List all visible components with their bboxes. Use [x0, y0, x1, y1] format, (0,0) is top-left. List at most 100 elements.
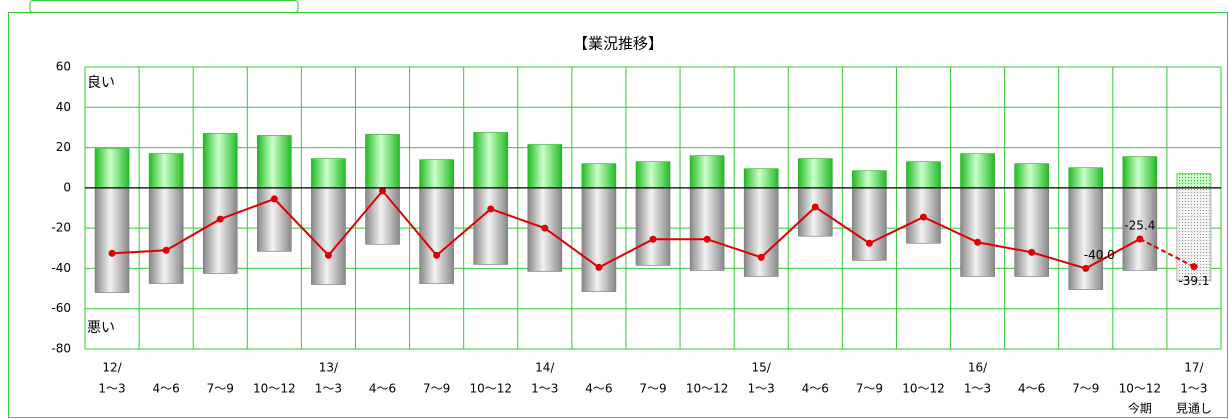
bar — [365, 187, 400, 245]
bar — [689, 187, 725, 271]
y-tick-label: -20 — [51, 221, 71, 235]
sub-label: 今期 — [1128, 401, 1152, 416]
bar — [311, 187, 346, 285]
point — [162, 246, 170, 254]
bar — [635, 187, 671, 266]
point — [270, 195, 278, 203]
value-label: -39.1 — [1178, 274, 1209, 288]
x-tick-label: 10～12 — [1119, 382, 1162, 396]
bar — [743, 187, 779, 277]
forecast-line — [1139, 238, 1195, 268]
x-tick-label: 1～3 — [964, 382, 991, 396]
tab — [29, 0, 299, 13]
point — [1190, 263, 1198, 271]
bar — [960, 153, 995, 189]
point — [1136, 235, 1144, 243]
x-tick-label: 1～3 — [748, 382, 775, 396]
chart-title: 【業況推移】 — [573, 35, 663, 53]
x-tick-label: 7～9 — [856, 382, 883, 396]
x-tick-label: 10～12 — [902, 382, 945, 396]
x-tick-label: 1～3 — [315, 382, 342, 396]
bar — [1014, 187, 1049, 277]
bar — [581, 163, 617, 189]
bar — [1122, 187, 1158, 271]
bar — [202, 133, 238, 189]
bar — [581, 187, 617, 292]
point — [487, 205, 495, 213]
bar — [473, 132, 509, 189]
annotation: 悪い — [87, 320, 115, 336]
bar — [419, 187, 454, 284]
bar — [94, 148, 130, 189]
year-label: 16/ — [968, 361, 988, 375]
year-label: 13/ — [319, 361, 339, 375]
line — [111, 189, 1141, 270]
point — [379, 187, 387, 195]
bar — [852, 187, 887, 261]
y-tick-label: -80 — [51, 342, 71, 356]
x-tick-label: 10～12 — [686, 382, 729, 396]
x-tick-label: 7～9 — [1072, 382, 1099, 396]
point — [703, 235, 711, 243]
bar — [906, 161, 941, 189]
bar — [473, 187, 509, 265]
point — [1082, 264, 1090, 272]
point — [811, 203, 819, 211]
y-tick-label: -40 — [51, 261, 71, 275]
bar — [635, 161, 671, 189]
bar — [1068, 167, 1104, 189]
year-label: 15/ — [752, 361, 772, 375]
bar — [689, 155, 725, 189]
point — [433, 251, 441, 259]
y-tick-label: 20 — [56, 140, 71, 154]
year-label: 14/ — [535, 361, 555, 375]
point — [919, 213, 927, 221]
point — [595, 263, 603, 271]
bar — [743, 168, 779, 189]
x-tick-label: 10～12 — [253, 382, 296, 396]
frame — [8, 12, 1228, 418]
point — [541, 224, 549, 232]
x-tick-label: 4～6 — [369, 382, 396, 396]
year-label: 17/ — [1184, 361, 1204, 375]
y-tick-label: -60 — [51, 301, 71, 315]
bar — [365, 134, 400, 189]
bar — [960, 187, 995, 277]
sub-label: 見通し — [1176, 402, 1212, 416]
x-tick-label: 1～3 — [1180, 382, 1207, 396]
x-tick-label: 10～12 — [469, 382, 512, 396]
bar — [797, 187, 833, 237]
point — [865, 239, 873, 247]
bar — [148, 187, 184, 284]
x-tick-label: 4～6 — [153, 382, 180, 396]
x-tick-label: 7～9 — [423, 382, 450, 396]
bar — [1014, 163, 1049, 189]
x-tick-label: 7～9 — [639, 382, 666, 396]
x-tick-label: 1～3 — [98, 382, 125, 396]
bar — [419, 159, 454, 189]
bar — [527, 144, 563, 189]
point — [974, 238, 982, 246]
bar — [1068, 187, 1104, 290]
point — [1028, 248, 1036, 256]
bar — [94, 187, 130, 293]
y-tick-label: 40 — [56, 100, 71, 114]
x-tick-label: 4～6 — [802, 382, 829, 396]
y-tick-label: 0 — [63, 180, 71, 194]
y-tick-label: 60 — [56, 60, 71, 74]
bar — [148, 153, 184, 189]
x-tick-label: 4～6 — [585, 382, 612, 396]
annotation: 良い — [87, 75, 115, 91]
bar — [311, 158, 346, 189]
bar — [797, 158, 833, 189]
bar — [1176, 173, 1212, 189]
value-label: -40.0 — [1084, 248, 1115, 262]
x-tick-label: 4～6 — [1018, 382, 1045, 396]
point — [757, 253, 765, 261]
point — [649, 235, 657, 243]
x-tick-label: 7～9 — [207, 382, 234, 396]
bar — [257, 135, 292, 189]
point — [216, 215, 224, 223]
point — [324, 251, 332, 259]
